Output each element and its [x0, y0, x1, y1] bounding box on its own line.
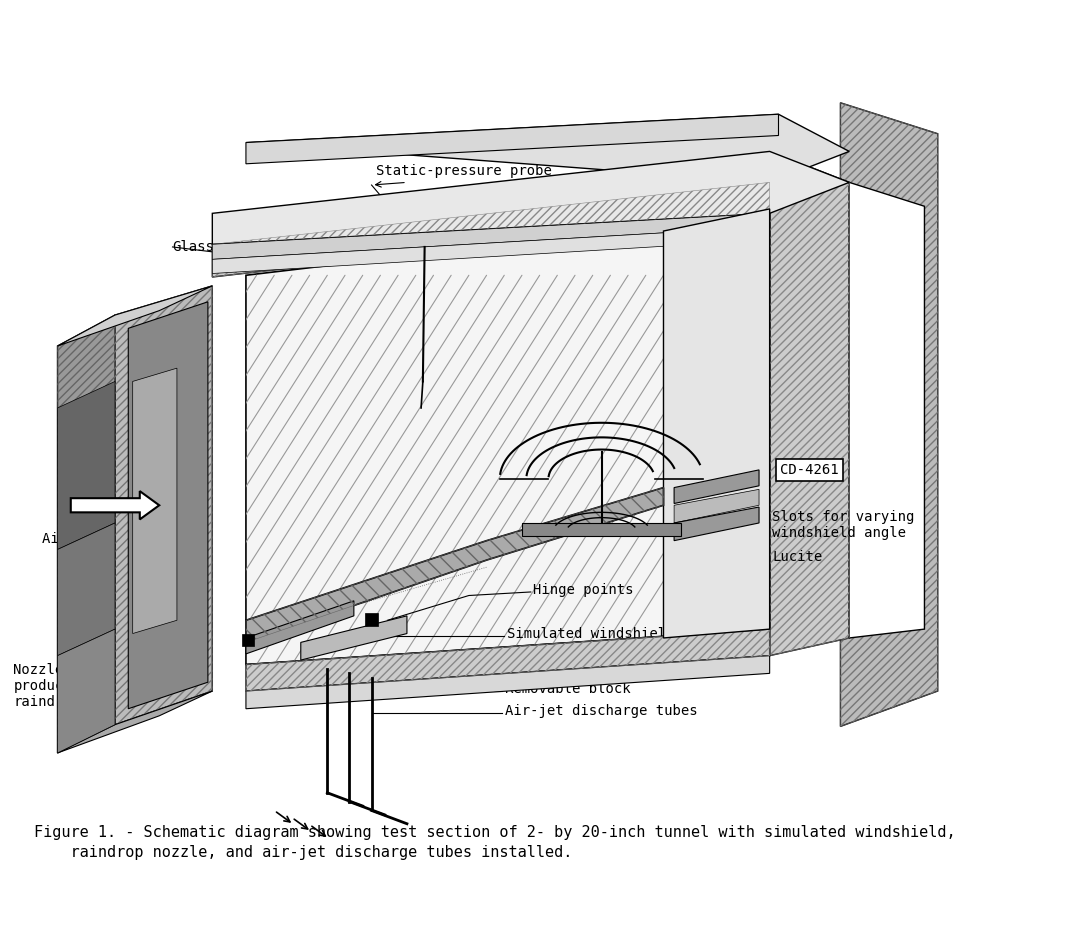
Text: Figure 1. - Schematic diagram showing test section of 2- by 20-inch tunnel with : Figure 1. - Schematic diagram showing te… — [33, 825, 955, 840]
Polygon shape — [664, 209, 770, 638]
Polygon shape — [246, 488, 664, 643]
Text: Air flow: Air flow — [43, 532, 109, 546]
Polygon shape — [246, 601, 353, 654]
Polygon shape — [58, 691, 212, 753]
Polygon shape — [841, 103, 938, 726]
Text: raindrop nozzle, and air-jet discharge tubes installed.: raindrop nozzle, and air-jet discharge t… — [33, 845, 572, 860]
Polygon shape — [246, 213, 770, 664]
Polygon shape — [770, 151, 849, 656]
Text: Simulated windshield: Simulated windshield — [507, 628, 675, 642]
Polygon shape — [246, 114, 849, 182]
Polygon shape — [58, 315, 115, 753]
Text: Lucite: Lucite — [772, 550, 823, 564]
Text: Glass: Glass — [172, 240, 214, 254]
Polygon shape — [246, 656, 770, 709]
Polygon shape — [365, 613, 378, 626]
Polygon shape — [241, 633, 254, 646]
Polygon shape — [246, 114, 779, 164]
Text: Static-pressure probe: Static-pressure probe — [376, 164, 552, 178]
Polygon shape — [58, 382, 115, 550]
Text: CD-4261: CD-4261 — [781, 462, 839, 477]
Polygon shape — [674, 470, 759, 504]
Polygon shape — [58, 286, 212, 346]
Polygon shape — [301, 616, 407, 660]
Text: Nozzle for
producing
raindrops: Nozzle for producing raindrops — [13, 663, 97, 709]
Polygon shape — [129, 302, 208, 709]
Polygon shape — [674, 490, 759, 523]
Polygon shape — [212, 213, 770, 259]
Text: Air-jet discharge tubes: Air-jet discharge tubes — [506, 704, 698, 719]
Text: Slots for varying
windshield angle: Slots for varying windshield angle — [772, 509, 915, 540]
Text: Hinge points: Hinge points — [533, 583, 634, 598]
Polygon shape — [674, 507, 759, 540]
Polygon shape — [522, 523, 681, 537]
Polygon shape — [212, 227, 770, 274]
Polygon shape — [58, 629, 115, 753]
Text: Water-droplet stream: Water-droplet stream — [506, 665, 673, 678]
Polygon shape — [133, 368, 177, 633]
Text: Removable block: Removable block — [506, 682, 631, 696]
Polygon shape — [212, 151, 849, 244]
Polygon shape — [58, 523, 115, 656]
Polygon shape — [212, 182, 770, 277]
Polygon shape — [246, 629, 770, 691]
FancyArrow shape — [71, 492, 160, 520]
Polygon shape — [115, 286, 212, 725]
Polygon shape — [849, 182, 924, 638]
